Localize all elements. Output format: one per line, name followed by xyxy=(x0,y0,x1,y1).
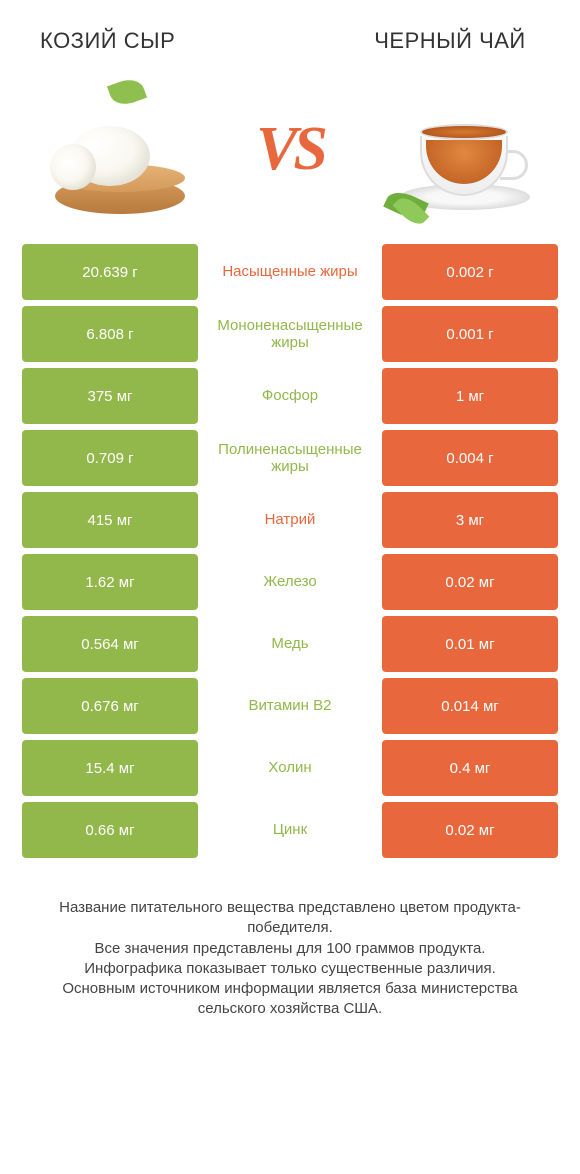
comparison-table: 20.639 гНасыщенные жиры0.002 г 6.808 гМон… xyxy=(0,244,580,858)
table-row: 0.66 мгЦинк0.02 мг xyxy=(22,802,558,858)
right-product-image xyxy=(380,74,540,224)
footer-line: Основным источником информации является … xyxy=(28,979,552,1020)
footer-line: Инфографика показывает только существенн… xyxy=(28,959,552,979)
right-product-title: ЧЕРНЫЙ ЧАЙ xyxy=(360,28,540,54)
left-value-cell: 375 мг xyxy=(22,368,198,424)
footer-notes: Название питательного вещества представл… xyxy=(0,864,580,1020)
nutrient-name-cell: Мононенасыщенные жиры xyxy=(198,306,382,362)
nutrient-name-cell: Натрий xyxy=(198,492,382,548)
nutrient-name-cell: Цинк xyxy=(198,802,382,858)
left-product-title: КОЗИЙ СЫР xyxy=(40,28,175,54)
left-value-cell: 0.66 мг xyxy=(22,802,198,858)
right-value-cell: 3 мг xyxy=(382,492,558,548)
nutrient-name-cell: Полиненасыщенные жиры xyxy=(198,430,382,486)
right-value-cell: 0.02 мг xyxy=(382,554,558,610)
left-value-cell: 0.564 мг xyxy=(22,616,198,672)
right-value-cell: 0.4 мг xyxy=(382,740,558,796)
leaf-icon xyxy=(107,75,147,109)
footer-line: Название питательного вещества представл… xyxy=(28,898,552,939)
table-row: 20.639 гНасыщенные жиры0.002 г xyxy=(22,244,558,300)
vs-label: VS xyxy=(256,114,324,185)
table-row: 1.62 мгЖелезо0.02 мг xyxy=(22,554,558,610)
nutrient-name-cell: Медь xyxy=(198,616,382,672)
left-value-cell: 0.676 мг xyxy=(22,678,198,734)
left-value-cell: 0.709 г xyxy=(22,430,198,486)
right-value-cell: 0.001 г xyxy=(382,306,558,362)
nutrient-name-cell: Фосфор xyxy=(198,368,382,424)
images-row: VS xyxy=(0,64,580,244)
footer-line: Все значения представлены для 100 граммо… xyxy=(28,939,552,959)
left-value-cell: 20.639 г xyxy=(22,244,198,300)
table-row: 415 мгНатрий3 мг xyxy=(22,492,558,548)
table-row: 0.564 мгМедь0.01 мг xyxy=(22,616,558,672)
left-value-cell: 6.808 г xyxy=(22,306,198,362)
table-row: 6.808 гМононенасыщенные жиры0.001 г xyxy=(22,306,558,362)
nutrient-name-cell: Холин xyxy=(198,740,382,796)
right-value-cell: 0.014 мг xyxy=(382,678,558,734)
tea-surface-icon xyxy=(420,124,508,140)
table-row: 0.676 мгВитамин B20.014 мг xyxy=(22,678,558,734)
left-value-cell: 15.4 мг xyxy=(22,740,198,796)
nutrient-name-cell: Насыщенные жиры xyxy=(198,244,382,300)
right-value-cell: 0.02 мг xyxy=(382,802,558,858)
left-product-image xyxy=(40,74,200,224)
nutrient-name-cell: Витамин B2 xyxy=(198,678,382,734)
right-value-cell: 0.01 мг xyxy=(382,616,558,672)
left-value-cell: 415 мг xyxy=(22,492,198,548)
nutrient-name-cell: Железо xyxy=(198,554,382,610)
table-row: 375 мгФосфор1 мг xyxy=(22,368,558,424)
left-value-cell: 1.62 мг xyxy=(22,554,198,610)
right-value-cell: 0.004 г xyxy=(382,430,558,486)
cheese-slice-icon xyxy=(50,144,96,190)
table-row: 15.4 мгХолин0.4 мг xyxy=(22,740,558,796)
header: КОЗИЙ СЫР ЧЕРНЫЙ ЧАЙ xyxy=(0,0,580,64)
table-row: 0.709 гПолиненасыщенные жиры0.004 г xyxy=(22,430,558,486)
right-value-cell: 1 мг xyxy=(382,368,558,424)
right-value-cell: 0.002 г xyxy=(382,244,558,300)
